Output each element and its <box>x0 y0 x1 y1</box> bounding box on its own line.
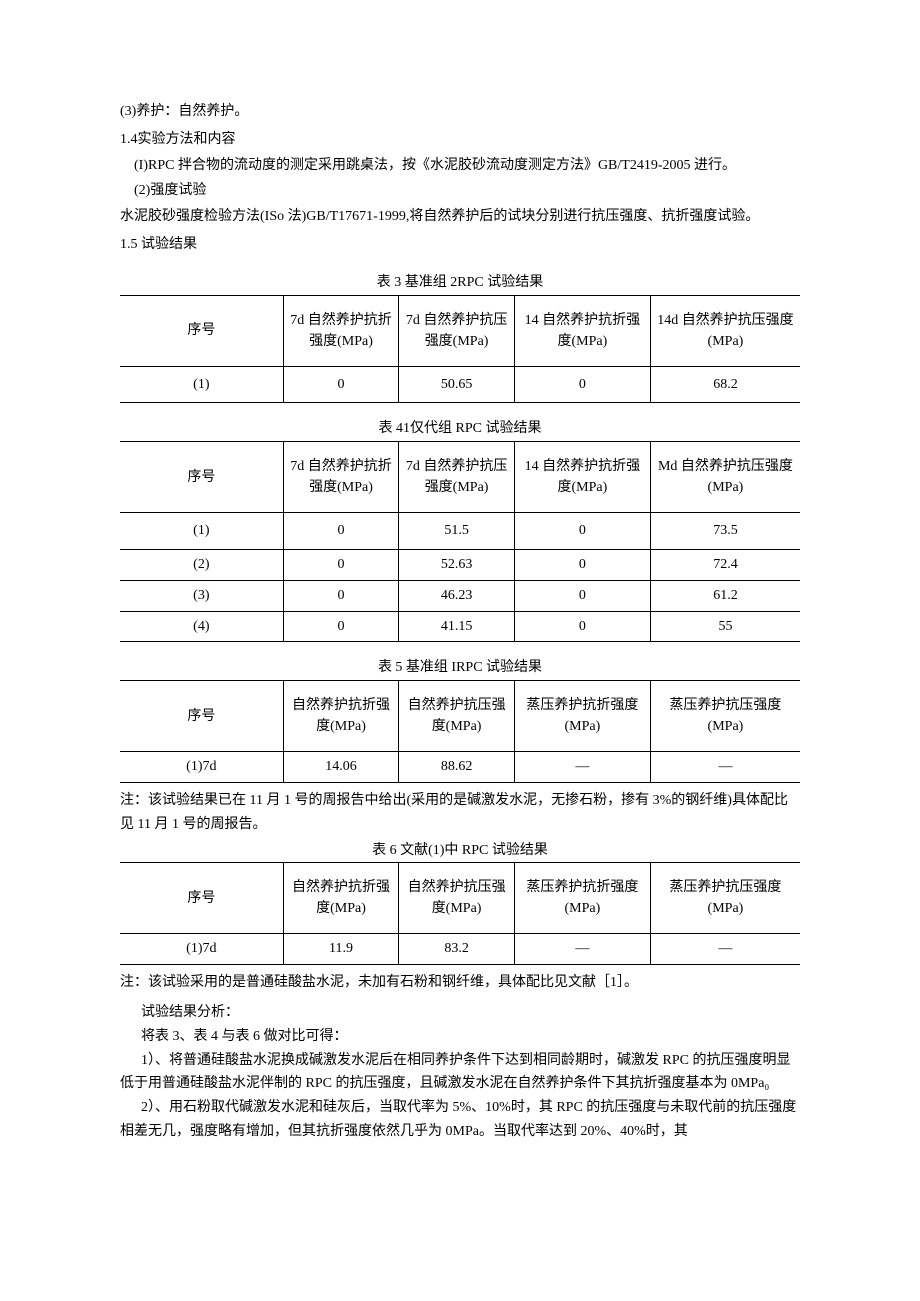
table3-title: 表 3 基准组 2RPC 试验结果 <box>120 271 800 295</box>
table5-r0c1: 14.06 <box>283 752 399 783</box>
table4-r2c2: 46.23 <box>399 580 515 611</box>
table4: 序号 7d 自然养护抗折强度(MPa) 7d 自然养护抗压强度(MPa) 14 … <box>120 441 800 642</box>
table3-h3: 14 自然养护抗折强度(MPa) <box>514 295 650 366</box>
table3-h1: 7d 自然养护抗折强度(MPa) <box>283 295 399 366</box>
table4-r0c1: 0 <box>283 513 399 550</box>
para-method-2: 水泥胶砂强度检验方法(ISo 法)GB/T17671-1999,将自然养护后的试… <box>120 205 800 229</box>
table3: 序号 7d 自然养护抗折强度(MPa) 7d 自然养护抗压强度(MPa) 14 … <box>120 295 800 404</box>
table5-h2: 自然养护抗压强度(MPa) <box>399 681 515 752</box>
table4-r2c4: 61.2 <box>650 580 800 611</box>
table6: 序号 自然养护抗折强度(MPa) 自然养护抗压强度(MPa) 蒸压养护抗折强度(… <box>120 862 800 965</box>
table6-r0c4: — <box>650 934 800 965</box>
table5-r0c0: (1)7d <box>120 752 283 783</box>
table4-r0c4: 73.5 <box>650 513 800 550</box>
table5-h1: 自然养护抗折强度(MPa) <box>283 681 399 752</box>
table3-h4: 14d 自然养护抗压强度(MPa) <box>650 295 800 366</box>
table6-note: 注：该试验采用的是普通硅酸盐水泥，未加有石粉和钢纤维，具体配比见文献［1］。 <box>120 971 800 995</box>
table4-r1c4: 72.4 <box>650 549 800 580</box>
table3-r0c1: 0 <box>283 366 399 403</box>
table4-r3c2: 41.15 <box>399 611 515 642</box>
analysis-block: 试验结果分析： 将表 3、表 4 与表 6 做对比可得： 1）、将普通硅酸盐水泥… <box>120 1001 800 1144</box>
table5-note: 注：该试验结果已在 11 月 1 号的周报告中给出(采用的是碱激发水泥，无掺石粉… <box>120 789 800 837</box>
table4-h2: 7d 自然养护抗压强度(MPa) <box>399 442 515 513</box>
table4-r1c2: 52.63 <box>399 549 515 580</box>
table6-r0c2: 83.2 <box>399 934 515 965</box>
table3-r0c3: 0 <box>514 366 650 403</box>
table3-h2: 7d 自然养护抗压强度(MPa) <box>399 295 515 366</box>
table5-r0c3: — <box>514 752 650 783</box>
section-1-5: 1.5 试验结果 <box>120 233 800 257</box>
table4-r1c3: 0 <box>514 549 650 580</box>
section-1-4: 1.4实验方法和内容 <box>120 128 800 152</box>
table4-r0c2: 51.5 <box>399 513 515 550</box>
table4-r2c0: (3) <box>120 580 283 611</box>
table6-r0c0: (1)7d <box>120 934 283 965</box>
para-method-1: (I)RPC 拌合物的流动度的测定采用跳桌法，按《水泥胶砂流动度测定方法》GB/… <box>120 154 800 178</box>
table6-h0: 序号 <box>120 863 283 934</box>
table4-h1: 7d 自然养护抗折强度(MPa) <box>283 442 399 513</box>
table4-r3c1: 0 <box>283 611 399 642</box>
table4-r3c0: (4) <box>120 611 283 642</box>
table5-r0c2: 88.62 <box>399 752 515 783</box>
analysis-p1: 试验结果分析： <box>120 1001 800 1025</box>
table5-r0c4: — <box>650 752 800 783</box>
table4-r1c1: 0 <box>283 549 399 580</box>
table6-h4: 蒸压养护抗压强度(MPa) <box>650 863 800 934</box>
analysis-p4: 2）、用石粉取代碱激发水泥和硅灰后，当取代率为 5%、10%时，其 RPC 的抗… <box>120 1096 800 1144</box>
table4-h3: 14 自然养护抗折强度(MPa) <box>514 442 650 513</box>
table6-h1: 自然养护抗折强度(MPa) <box>283 863 399 934</box>
table4-h0: 序号 <box>120 442 283 513</box>
table5: 序号 自然养护抗折强度(MPa) 自然养护抗压强度(MPa) 蒸压养护抗折强度(… <box>120 680 800 783</box>
table4-r2c1: 0 <box>283 580 399 611</box>
table5-h4: 蒸压养护抗压强度(MPa) <box>650 681 800 752</box>
table6-h2: 自然养护抗压强度(MPa) <box>399 863 515 934</box>
table3-r0c0: (1) <box>120 366 283 403</box>
table3-h0: 序号 <box>120 295 283 366</box>
table4-r2c3: 0 <box>514 580 650 611</box>
table5-h0: 序号 <box>120 681 283 752</box>
table4-r0c0: (1) <box>120 513 283 550</box>
table6-r0c3: — <box>514 934 650 965</box>
table5-title: 表 5 基准组 IRPC 试验结果 <box>120 656 800 680</box>
para-curing: (3)养护：自然养护。 <box>120 100 800 124</box>
table3-r0c4: 68.2 <box>650 366 800 403</box>
table4-h4: Md 自然养护抗压强度(MPa) <box>650 442 800 513</box>
table6-h3: 蒸压养护抗折强度(MPa) <box>514 863 650 934</box>
table4-r3c4: 55 <box>650 611 800 642</box>
table4-r1c0: (2) <box>120 549 283 580</box>
para-method-2-h: (2)强度试验 <box>120 179 800 203</box>
table6-r0c1: 11.9 <box>283 934 399 965</box>
table3-r0c2: 50.65 <box>399 366 515 403</box>
analysis-p3: 1）、将普通硅酸盐水泥换成碱激发水泥后在相同养护条件下达到相同龄期时，碱激发 R… <box>120 1049 800 1097</box>
table6-title: 表 6 文献(1)中 RPC 试验结果 <box>120 839 800 863</box>
table4-r0c3: 0 <box>514 513 650 550</box>
analysis-p2: 将表 3、表 4 与表 6 做对比可得： <box>120 1025 800 1049</box>
table4-title: 表 41仅代组 RPC 试验结果 <box>120 417 800 441</box>
table4-r3c3: 0 <box>514 611 650 642</box>
table5-h3: 蒸压养护抗折强度(MPa) <box>514 681 650 752</box>
